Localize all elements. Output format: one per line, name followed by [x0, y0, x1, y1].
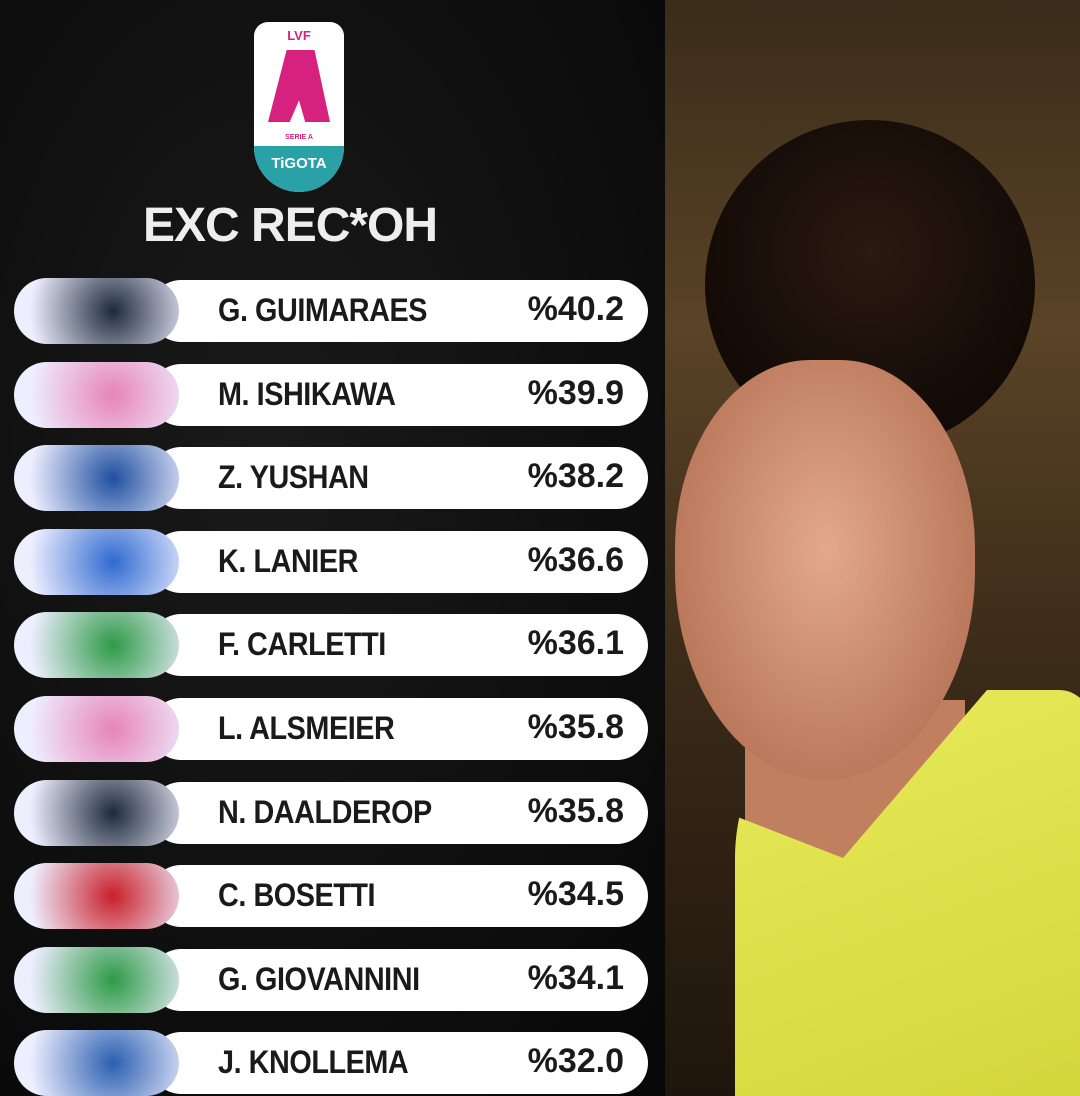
player-value: %39.9: [527, 373, 624, 412]
team-logo-icon: [14, 696, 179, 762]
ranking-row: G. GUIMARAES %40.2: [0, 278, 660, 344]
ranking-row: L. ALSMEIER %35.8: [0, 696, 660, 762]
row-pill: [150, 280, 648, 342]
player-value: %36.1: [527, 624, 624, 663]
league-logo: LVF SERIE A TiGOTA: [254, 22, 344, 192]
player-value: %35.8: [527, 791, 624, 830]
player-name: L. ALSMEIER: [218, 710, 395, 746]
player-name: G. GUIMARAES: [218, 292, 428, 328]
player-value: %36.6: [527, 540, 624, 579]
player-value: %40.2: [527, 290, 624, 328]
player-name: F. CARLETTI: [218, 626, 386, 663]
logo-text-lvf: LVF: [287, 28, 311, 43]
player-name: J. KNOLLEMA: [218, 1044, 409, 1081]
ranking-row: Z. YUSHAN %38.2: [0, 445, 660, 512]
logo-a-mark: [268, 50, 330, 122]
row-pill: [150, 530, 648, 593]
row-pill: [150, 865, 648, 928]
row-pill: [150, 1032, 648, 1095]
ranking-row: J. KNOLLEMA %32.0: [0, 1030, 660, 1096]
player-value: %35.8: [527, 708, 624, 746]
player-name: C. BOSETTI: [218, 877, 376, 914]
row-pill: [150, 614, 648, 677]
logo-text-sponsor: TiGOTA: [254, 146, 344, 192]
player-name: K. LANIER: [218, 542, 358, 579]
player-name: Z. YUSHAN: [218, 459, 369, 496]
player-value: %38.2: [527, 457, 624, 496]
ranking-row: M. ISHIKAWA %39.9: [0, 361, 660, 428]
ranking-row: C. BOSETTI %34.5: [0, 863, 660, 930]
team-logo-icon: [14, 361, 179, 428]
row-pill: [150, 781, 648, 844]
logo-text-serie: SERIE A: [285, 134, 313, 141]
player-name: M. ISHIKAWA: [218, 375, 396, 412]
player-photo: [665, 0, 1080, 1096]
player-name: G. GIOVANNINI: [218, 960, 420, 997]
team-logo-icon: [14, 528, 179, 595]
team-logo-icon: [14, 863, 179, 930]
team-logo-icon: [14, 278, 179, 344]
player-value: %32.0: [527, 1042, 624, 1081]
row-pill: [150, 698, 648, 760]
player-value: %34.1: [527, 958, 624, 997]
team-logo-icon: [14, 445, 179, 512]
player-name: N. DAALDEROP: [218, 793, 432, 830]
team-logo-icon: [14, 946, 179, 1013]
team-logo-icon: [14, 1030, 179, 1096]
row-pill: [150, 363, 648, 426]
photo-face: [675, 360, 975, 780]
row-pill: [150, 447, 648, 510]
ranking-row: F. CARLETTI %36.1: [0, 612, 660, 679]
ranking-row: G. GIOVANNINI %34.1: [0, 946, 660, 1013]
ranking-row: N. DAALDEROP %35.8: [0, 779, 660, 846]
row-pill: [150, 948, 648, 1011]
player-value: %34.5: [527, 875, 624, 914]
team-logo-icon: [14, 779, 179, 846]
page-title: EXC REC*OH: [143, 199, 438, 252]
ranking-row: K. LANIER %36.6: [0, 528, 660, 595]
team-logo-icon: [14, 612, 179, 679]
